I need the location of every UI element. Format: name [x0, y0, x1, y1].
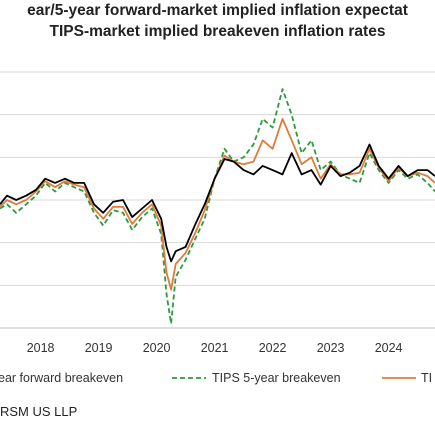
legend: ear forward breakeven TIPS 5-year breakev… — [0, 371, 432, 385]
legend-label: TI — [421, 371, 432, 385]
series-line-tips-other — [0, 118, 435, 291]
series-lines — [0, 88, 435, 325]
x-tick-label: 2020 — [143, 341, 171, 355]
x-tick-label: 2023 — [317, 341, 345, 355]
series-line-tips-5-year — [0, 88, 435, 325]
chart-title-line-2: TIPS-market implied breakeven inflation … — [49, 23, 386, 40]
legend-label: TIPS 5-year breakeven — [212, 371, 341, 385]
x-axis-tick-labels: 2018 2019 2020 2021 2022 2023 2024 — [27, 341, 403, 355]
series-line-forward-breakeven — [0, 143, 435, 263]
legend-label: ear forward breakeven — [0, 371, 123, 385]
chart-title-line-1: ear/5-year forward-market implied inflat… — [27, 2, 408, 19]
line-chart: 2018 2019 2020 2021 2022 2023 2024 ear forward… — [0, 71, 435, 385]
x-tick-label: 2024 — [375, 341, 403, 355]
x-tick-label: 2019 — [85, 341, 113, 355]
x-tick-label: 2022 — [259, 341, 287, 355]
x-tick-label: 2021 — [201, 341, 229, 355]
x-tick-label: 2018 — [27, 341, 55, 355]
source-credit: RSM US LLP — [0, 404, 78, 419]
gridlines — [0, 71, 435, 329]
